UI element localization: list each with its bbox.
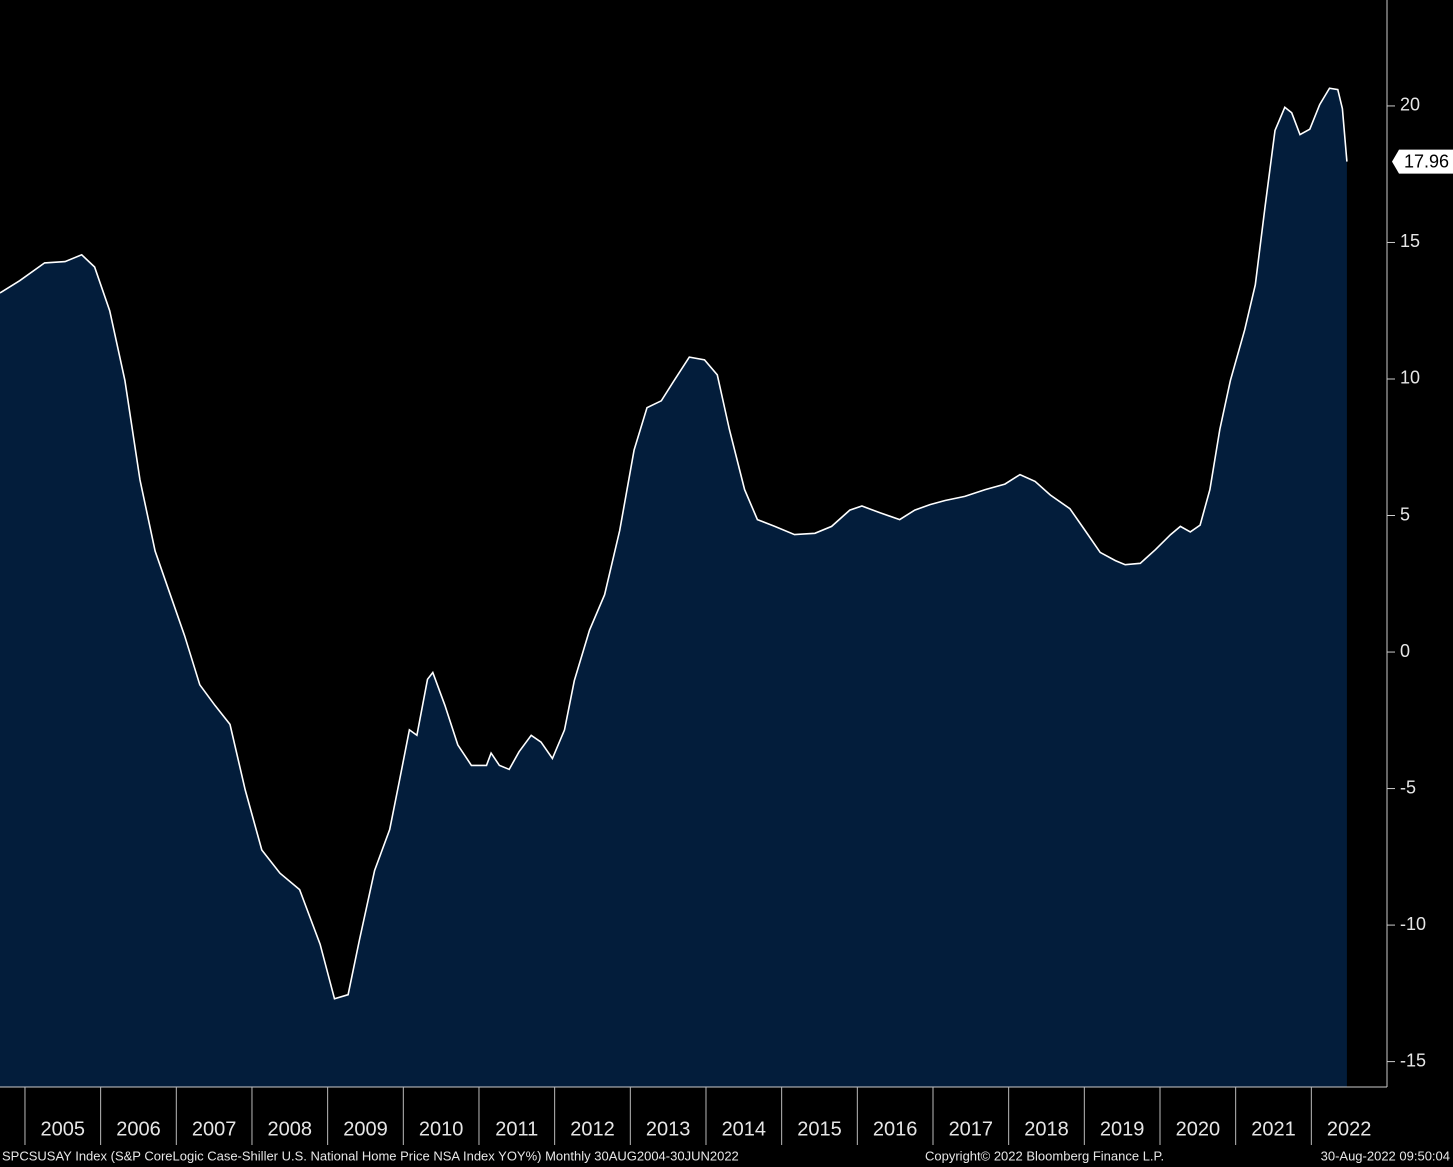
y-tick-label: 0 [1400,641,1410,661]
line [0,87,1348,1000]
y-tick-label: 10 [1400,368,1420,388]
y-tick-label: -10 [1400,914,1426,934]
x-tick-label: 2013 [646,1118,691,1140]
y-tick-label: 5 [1400,504,1410,524]
x-tick-label: 2011 [495,1118,538,1140]
x-tick-label: 2010 [419,1118,464,1140]
x-tick-label: 2018 [1024,1118,1069,1140]
x-tick-label: 2019 [1100,1118,1145,1140]
timestamp: 30-Aug-2022 09:50:04 [1321,1148,1450,1163]
x-tick-label: 2016 [873,1118,918,1140]
last-value-box [1392,149,1453,174]
x-tick-label: 2008 [268,1118,313,1140]
source-note: SPCSUSAY Index (S&P CoreLogic Case-Shill… [2,1148,739,1163]
y-tick-label: -5 [1400,777,1416,797]
copyright: Copyright© 2022 Bloomberg Finance L.P. [925,1148,1164,1163]
y-tick-label: -15 [1400,1050,1426,1070]
x-tick-label: 2006 [116,1118,161,1140]
y-tick-label: 15 [1400,231,1420,251]
x-tick-label: 2012 [570,1118,615,1140]
x-tick-label: 2014 [722,1118,767,1140]
x-tick-label: 2005 [41,1118,86,1140]
y-tick-label: 20 [1400,95,1420,115]
x-tick-label: 2017 [949,1118,994,1140]
x-tick-label: 2022 [1327,1118,1372,1140]
last-value-label: 17.96 [1404,151,1449,171]
area [0,88,1347,1087]
x-tick-label: 2007 [192,1118,237,1140]
x-tick-label: 2021 [1251,1118,1296,1140]
x-tick-label: 2020 [1176,1118,1221,1140]
x-tick-label: 2009 [343,1118,388,1140]
x-tick-label: 2015 [797,1118,842,1140]
